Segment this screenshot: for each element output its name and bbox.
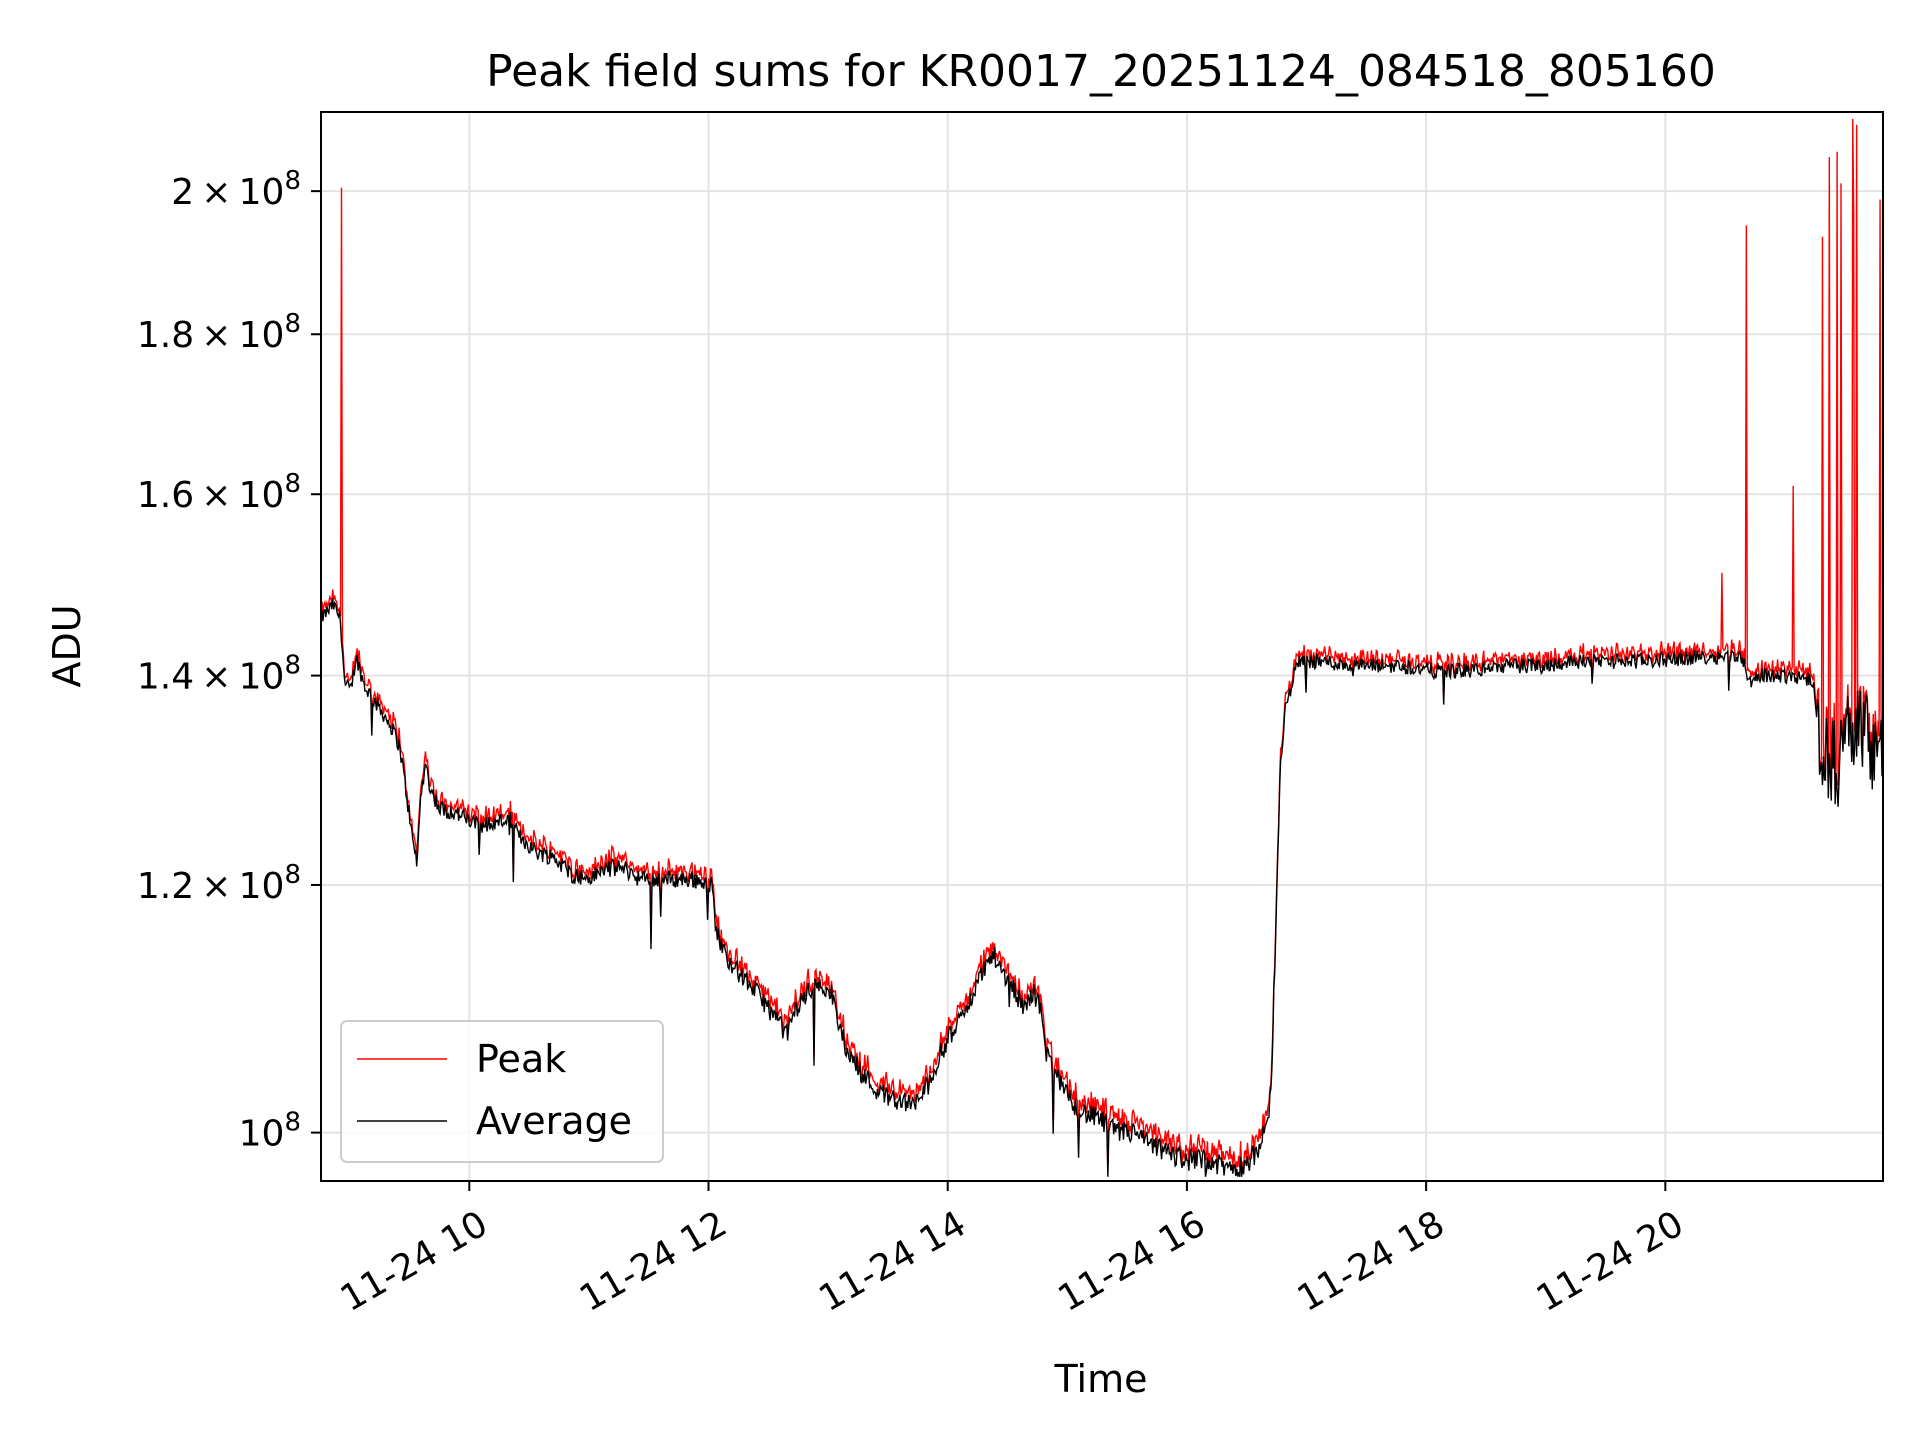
legend-box (340, 1020, 664, 1163)
series-line-average (321, 598, 1883, 1177)
series-layer (321, 119, 1883, 1177)
plot-frame (320, 111, 1884, 1182)
chart-title: Peak field sums for KR0017_20251124_0845… (486, 46, 1716, 97)
legend: Peak Average (340, 1020, 664, 1163)
y-axis: 108 1.2 × 108 1.4 × 108 1.6 × 108 1.8 × 108 2… (137, 166, 321, 1155)
y-tick-label-120000000: 1.2 × 108 (137, 860, 301, 907)
y-tick-label-180000000: 1.8 × 108 (137, 309, 301, 356)
y-tick-label-140000000: 1.4 × 108 (137, 651, 301, 698)
y-tick-label-200000000: 2 × 108 (171, 166, 301, 213)
y-tick-label-160000000: 1.6 × 108 (137, 469, 301, 516)
y-axis-label: ADU (45, 604, 89, 687)
grid (321, 112, 1883, 1181)
legend-label-peak: Peak (476, 1037, 566, 1081)
x-axis-label: Time (1054, 1357, 1148, 1401)
legend-label-average: Average (476, 1099, 632, 1143)
y-tick-label-100000000: 108 (239, 1108, 301, 1155)
